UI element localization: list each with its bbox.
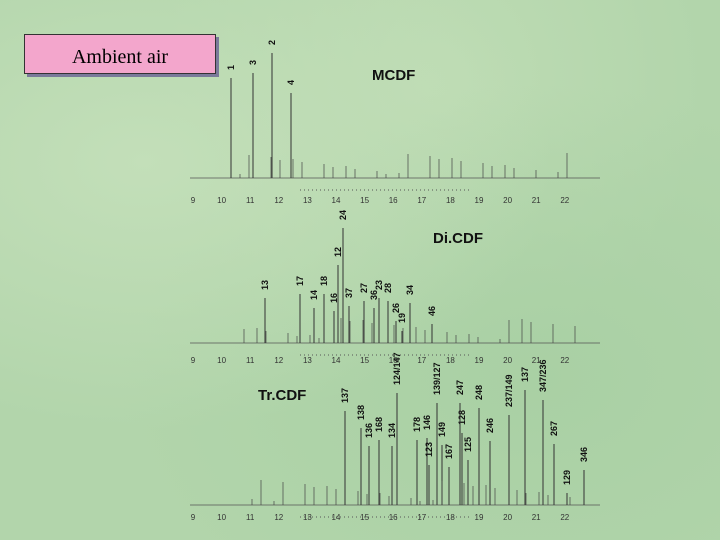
tick-label: 16	[389, 196, 398, 205]
tick-label: 19	[475, 513, 484, 522]
tick-label: 14	[332, 196, 341, 205]
peak-label: 346	[579, 447, 589, 462]
peak-label: 248	[474, 385, 484, 400]
tick-label: 14	[332, 513, 341, 522]
peak-label: 139/127	[432, 362, 442, 395]
peak-label: 178	[412, 417, 422, 432]
peak-label: 129	[562, 470, 572, 485]
tick-label: 9	[191, 196, 196, 205]
peak-label: 19	[397, 313, 407, 323]
peak-label: 128	[457, 410, 467, 425]
tick-label: 16	[389, 513, 398, 522]
tick-label: 11	[246, 356, 255, 365]
peak-label: 4	[286, 80, 296, 85]
panel-name: MCDF	[372, 67, 415, 84]
tick-label: 19	[475, 196, 484, 205]
peak-label: 27	[359, 283, 369, 293]
tick-label: 11	[246, 196, 255, 205]
peak-label: 149	[437, 422, 447, 437]
panel-name: Di.CDF	[433, 230, 483, 247]
peak-label: 146	[422, 415, 432, 430]
peak-label: 14	[309, 290, 319, 300]
tick-label: 22	[560, 196, 569, 205]
tick-label: 17	[417, 513, 426, 522]
tick-label: 18	[446, 196, 455, 205]
peak-label: 167	[444, 444, 454, 459]
peak-label: 23	[374, 280, 384, 290]
tick-label: 13	[303, 196, 312, 205]
tick-label: 17	[417, 196, 426, 205]
tick-label: 16	[389, 356, 398, 365]
peak-label: 18	[319, 276, 329, 286]
tick-label: 22	[560, 513, 569, 522]
peak-label: 137	[340, 388, 350, 403]
peak-label: 12	[333, 247, 343, 257]
peak-label: 16	[329, 293, 339, 303]
peak-label: 123	[424, 442, 434, 457]
tick-label: 15	[360, 196, 369, 205]
panel-name: Tr.CDF	[258, 387, 306, 404]
tick-label: 20	[503, 196, 512, 205]
peak-label: 3	[248, 60, 258, 65]
peak-label: 24	[338, 210, 348, 220]
tick-label: 10	[217, 356, 226, 365]
peak-label: 134	[387, 423, 397, 438]
tick-label: 15	[360, 513, 369, 522]
peak-label: 1	[226, 65, 236, 70]
tick-label: 14	[332, 356, 341, 365]
peak-label: 168	[374, 417, 384, 432]
tick-label: 15	[360, 356, 369, 365]
tick-label: 18	[446, 513, 455, 522]
tick-label: 13	[303, 356, 312, 365]
tick-label: 12	[274, 513, 283, 522]
peak-label: 138	[356, 405, 366, 420]
tick-label: 19	[475, 356, 484, 365]
tick-label: 22	[560, 356, 569, 365]
peak-label: 2	[267, 40, 277, 45]
peak-label: 247	[455, 380, 465, 395]
tick-label: 11	[246, 513, 255, 522]
peak-label: 347/236	[538, 359, 548, 392]
peak-label: 237/149	[504, 374, 514, 407]
tick-label: 9	[191, 356, 196, 365]
peak-label: 36	[369, 290, 379, 300]
peak-label: 267	[549, 421, 559, 436]
tick-label: 20	[503, 513, 512, 522]
tick-label: 21	[532, 513, 541, 522]
peak-label: 37	[344, 288, 354, 298]
peak-label: 136	[364, 423, 374, 438]
tick-label: 13	[303, 513, 312, 522]
tick-label: 12	[274, 196, 283, 205]
peak-label: 26	[391, 303, 401, 313]
tick-label: 10	[217, 196, 226, 205]
tick-label: 12	[274, 356, 283, 365]
peak-label: 246	[485, 418, 495, 433]
peak-label: 137	[520, 367, 530, 382]
peak-label: 124/147	[392, 352, 402, 385]
tick-label: 9	[191, 513, 196, 522]
peak-label: 13	[260, 280, 270, 290]
tick-label: 21	[532, 196, 541, 205]
tick-label: 10	[217, 513, 226, 522]
peak-label: 17	[295, 276, 305, 286]
tick-label: 20	[503, 356, 512, 365]
peak-label: 34	[405, 285, 415, 295]
tick-label: 18	[446, 356, 455, 365]
tick-label: 17	[417, 356, 426, 365]
slide-title: Ambient air	[24, 34, 216, 74]
peak-label: 125	[463, 437, 473, 452]
peak-label: 46	[427, 306, 437, 316]
tick-label: 21	[532, 356, 541, 365]
peak-label: 28	[383, 283, 393, 293]
